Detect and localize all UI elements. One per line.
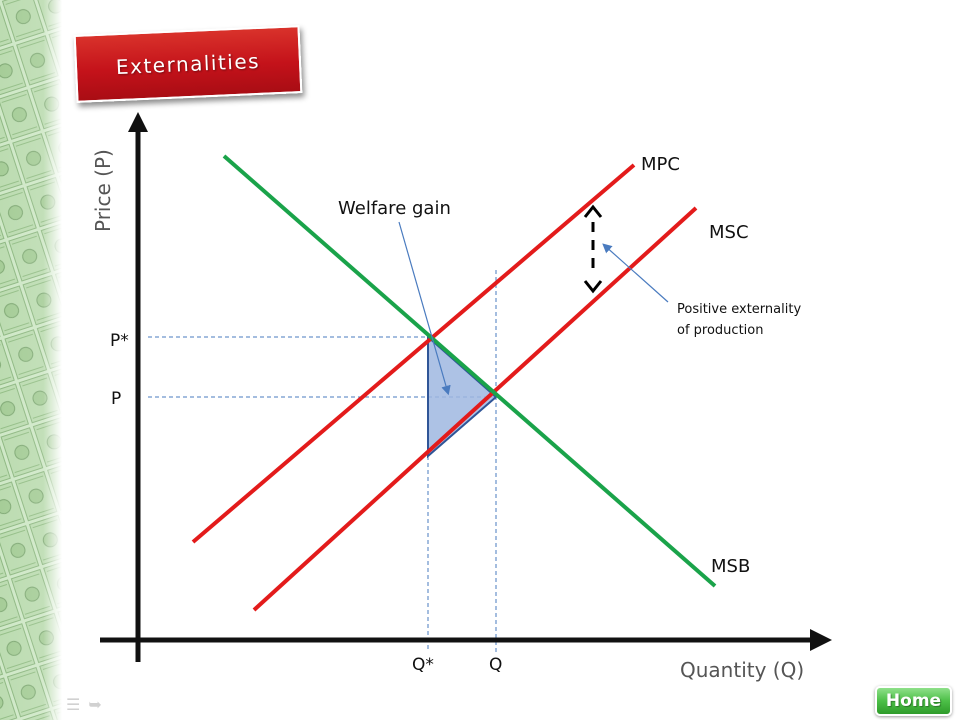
msc-curve [252,206,698,612]
slide-title: Externalities [115,48,261,80]
x-axis-label: Quantity (Q) [680,658,804,682]
notes-icon[interactable]: ☰ [66,695,81,714]
welfare-gain-label: Welfare gain [338,198,451,219]
externality-arrow [583,204,603,294]
mpc-label: MPC [641,154,680,175]
msb-label: MSB [711,556,750,577]
slide-title-banner: Externalities [73,25,303,103]
y-axis-label: Price (P) [91,149,115,232]
axes [100,112,832,662]
price-label-p: P [111,389,121,409]
x-axis-arrow [810,629,832,651]
y-axis-arrow [128,112,148,132]
price-label-p-star: P* [110,331,129,351]
externality-label-line2: of production [677,323,763,338]
forward-arrow-icon[interactable]: ➥ [88,695,102,714]
msb-curve [222,154,717,588]
externality-label-line1: Positive externality [677,302,801,317]
quantity-label-q-star: Q* [412,655,434,675]
slide-nav[interactable]: ☰ ➥ [66,695,102,714]
money-decoration [0,0,62,720]
externality-pointer [602,243,669,303]
welfare-gain-pointer [398,221,451,396]
msc-label: MSC [709,222,749,243]
quantity-label-q: Q [489,655,502,675]
mpc-curve [191,163,636,544]
home-button[interactable]: Home [875,686,952,716]
